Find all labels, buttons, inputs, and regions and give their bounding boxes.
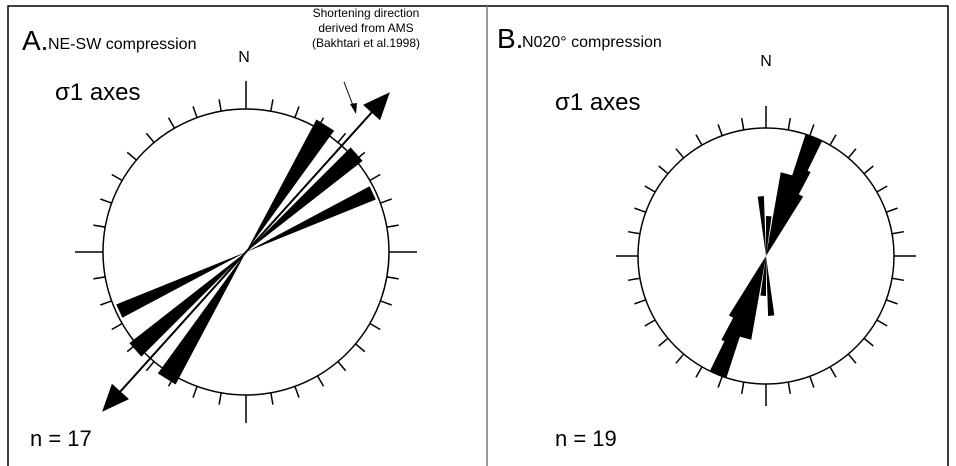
tick <box>627 230 641 235</box>
tick <box>658 337 669 347</box>
tick <box>294 386 300 398</box>
tick <box>809 124 815 136</box>
arrow-head <box>363 92 390 121</box>
panel-letter: B. <box>497 23 523 54</box>
tick <box>740 381 745 395</box>
tick <box>316 375 325 387</box>
petal <box>246 147 363 252</box>
tick <box>337 361 347 372</box>
tick <box>380 300 392 306</box>
tick <box>386 276 399 280</box>
petal <box>766 193 804 256</box>
tick <box>675 353 685 364</box>
tick <box>886 299 898 305</box>
tick <box>100 300 112 306</box>
tick <box>369 173 381 182</box>
tick <box>355 343 366 353</box>
arrow-head <box>102 383 129 412</box>
tick <box>695 134 703 146</box>
north-label: N <box>238 49 250 66</box>
frame <box>7 5 949 466</box>
tick <box>787 117 792 131</box>
panel-title: NE-SW compression <box>48 36 196 53</box>
tick <box>100 198 112 204</box>
tick <box>658 165 669 175</box>
tick <box>218 392 222 405</box>
tick <box>93 276 106 280</box>
petal <box>728 256 766 319</box>
petal <box>129 252 246 357</box>
petal <box>766 256 775 316</box>
tick <box>111 322 123 331</box>
tick <box>294 106 300 118</box>
tick <box>787 381 792 395</box>
annotation-line: (Bakhtari et al.1998) <box>312 36 420 50</box>
annotation-line: derived from AMS <box>318 21 413 35</box>
tick <box>644 319 656 327</box>
tick <box>111 173 123 182</box>
tick <box>863 337 874 347</box>
tick <box>829 366 837 378</box>
tick <box>93 224 106 228</box>
tick <box>847 353 857 364</box>
tick <box>386 224 399 228</box>
arrow-line <box>108 98 384 406</box>
tick <box>891 230 905 235</box>
panel-title: N020° compression <box>522 34 662 51</box>
petal <box>766 216 772 256</box>
petal <box>116 252 246 318</box>
tick <box>218 99 222 112</box>
petal <box>246 186 376 252</box>
tick <box>167 117 176 129</box>
axis-label: σ1 axes <box>55 79 141 106</box>
panel-letter: A. <box>22 25 48 56</box>
tick <box>717 124 723 136</box>
tick <box>627 277 641 282</box>
tick <box>740 117 745 131</box>
annotation-line: Shortening direction <box>313 6 420 20</box>
tick <box>717 376 723 388</box>
tick <box>695 366 703 378</box>
n-label: n = 17 <box>30 426 92 451</box>
tick <box>675 148 685 159</box>
tick <box>380 198 392 204</box>
tick <box>192 106 198 118</box>
axis-label: σ1 axes <box>555 89 641 116</box>
tick <box>369 322 381 331</box>
leader <box>343 81 355 109</box>
tick <box>270 99 274 112</box>
n-label: n = 19 <box>555 426 617 451</box>
petal <box>757 196 766 256</box>
tick <box>270 392 274 405</box>
tick <box>809 376 815 388</box>
tick <box>876 185 888 193</box>
tick <box>876 319 888 327</box>
tick <box>126 151 137 161</box>
tick <box>634 207 646 213</box>
tick <box>891 277 905 282</box>
tick <box>886 207 898 213</box>
tick <box>145 361 155 372</box>
petal <box>246 119 335 252</box>
petal <box>760 256 766 296</box>
tick <box>337 132 347 143</box>
tick <box>145 132 155 143</box>
leader-head <box>350 103 357 114</box>
tick <box>829 134 837 146</box>
tick <box>192 386 198 398</box>
north-label: N <box>760 53 772 70</box>
petal <box>157 252 246 385</box>
tick <box>634 299 646 305</box>
tick <box>847 148 857 159</box>
tick <box>644 185 656 193</box>
tick <box>863 165 874 175</box>
